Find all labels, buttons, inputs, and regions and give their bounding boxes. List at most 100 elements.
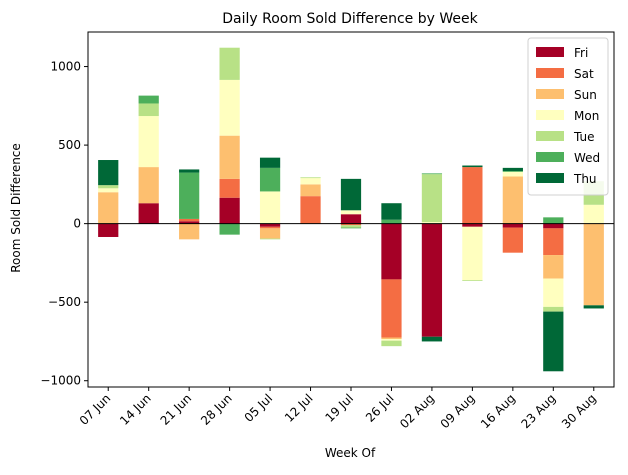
bar-mon-19-jul	[340, 210, 362, 215]
bar-mon-26-jul	[381, 339, 402, 341]
legend-label-fri: Fri	[574, 46, 588, 60]
bar-tue-19-jul	[340, 225, 362, 228]
bar-sat-16-aug	[502, 227, 523, 253]
bar-fri-14-jun	[138, 203, 159, 224]
bar-wed-05-jul	[259, 167, 281, 192]
x-axis-title: Week Of	[325, 446, 376, 460]
bar-thu-09-aug	[462, 165, 483, 168]
x-tick-label: 19 Jul	[322, 391, 356, 425]
y-tick-label: 1000	[50, 60, 81, 74]
legend-label-mon: Mon	[574, 109, 599, 123]
bar-sun-05-jul	[259, 228, 281, 239]
bar-fri-16-aug	[502, 223, 523, 228]
bar-sat-19-jul	[340, 223, 362, 226]
bar-mon-23-aug	[543, 278, 564, 307]
bar-wed-16-aug	[502, 171, 523, 172]
bar-sat-28-jun	[219, 178, 240, 198]
legend-label-wed: Wed	[574, 151, 600, 165]
x-tick-label: 16 Aug	[478, 391, 518, 431]
bar-wed-14-jun	[138, 95, 159, 104]
bar-sun-21-jun	[179, 223, 200, 240]
bar-sat-23-aug	[543, 228, 564, 256]
bar-wed-19-jul	[340, 227, 362, 229]
y-axis-title: Room Sold Difference	[9, 143, 23, 273]
y-tick-label: −500	[48, 295, 81, 309]
bar-fri-28-jun	[219, 197, 240, 224]
bar-thu-23-aug	[543, 311, 564, 372]
bar-wed-21-jun	[179, 172, 200, 219]
bars-layer	[98, 47, 604, 372]
chart-title: Daily Room Sold Difference by Week	[222, 11, 478, 27]
x-tick-label: 05 Jul	[242, 391, 276, 425]
bar-tue-23-aug	[543, 306, 564, 312]
bar-tue-07-jun	[98, 185, 119, 189]
bar-tue-05-jul	[259, 238, 281, 240]
legend-swatch-thu	[536, 173, 564, 183]
bar-mon-07-jun	[98, 188, 119, 193]
bar-fri-21-jun	[179, 221, 200, 224]
bar-thu-21-jun	[179, 169, 200, 173]
legend-swatch-wed	[536, 152, 564, 162]
bar-fri-09-aug	[462, 223, 483, 227]
bar-wed-26-jul	[381, 219, 402, 224]
bar-tue-14-jun	[138, 103, 159, 117]
bar-fri-07-jun	[98, 223, 119, 237]
bar-tue-28-jun	[219, 47, 240, 80]
bar-mon-28-jun	[219, 79, 240, 136]
bar-sun-28-jun	[219, 135, 240, 179]
bar-sun-26-jul	[381, 337, 402, 340]
bar-thu-07-jun	[98, 160, 119, 186]
bar-sun-16-aug	[502, 176, 523, 224]
x-tick-label: 30 Aug	[559, 391, 599, 431]
x-tick-label: 28 Jun	[198, 391, 235, 428]
legend: Fri Sat Sun Mon Tue Wed Thu	[527, 37, 609, 196]
legend-swatch-mon	[536, 110, 564, 120]
x-tick-label: 14 Jun	[117, 391, 154, 428]
y-tick-label: 0	[73, 217, 81, 231]
bar-fri-23-aug	[543, 223, 564, 229]
bar-sun-30-aug	[583, 223, 604, 306]
bar-tue-12-jul	[300, 177, 321, 179]
bar-sat-21-jun	[179, 218, 200, 222]
y-tick-label: 500	[58, 138, 81, 152]
x-tick-label: 07 Jun	[77, 391, 114, 428]
bar-fri-05-jul	[259, 223, 281, 227]
bar-tue-09-aug	[462, 280, 483, 281]
bar-mon-16-aug	[502, 171, 523, 177]
legend-swatch-sat	[536, 68, 564, 78]
bar-fri-02-aug	[421, 223, 443, 337]
bar-thu-30-aug	[583, 305, 604, 309]
legend-label-tue: Tue	[573, 130, 595, 144]
bar-sun-23-aug	[543, 255, 564, 279]
bar-sat-09-aug	[462, 167, 483, 224]
bar-mon-02-aug	[421, 222, 443, 224]
bar-mon-05-jul	[259, 191, 281, 224]
bar-sat-05-jul	[259, 226, 281, 229]
legend-label-sun: Sun	[574, 88, 597, 102]
legend-swatch-sun	[536, 89, 564, 99]
bar-sat-26-jul	[381, 279, 402, 338]
y-tick-label: −1000	[40, 374, 81, 388]
x-tick-label: 26 Jul	[363, 391, 397, 425]
bar-thu-19-jul	[340, 178, 362, 211]
legend-label-thu: Thu	[573, 172, 597, 186]
x-tick-label: 23 Aug	[518, 391, 558, 431]
bar-fri-26-jul	[381, 223, 402, 280]
bar-sun-12-jul	[300, 184, 321, 197]
bar-sun-07-jun	[98, 192, 119, 224]
x-tick-label: 12 Jul	[282, 391, 316, 425]
x-tick-label: 02 Aug	[397, 391, 437, 431]
bar-mon-09-aug	[462, 226, 483, 281]
legend-swatch-tue	[536, 131, 564, 141]
bar-fri-19-jul	[340, 214, 362, 224]
x-tick-label: 09 Aug	[438, 391, 478, 431]
bar-mon-14-jun	[138, 116, 159, 168]
bar-wed-23-aug	[543, 217, 564, 224]
bar-thu-05-jul	[259, 157, 281, 168]
x-tick-label: 21 Jun	[158, 391, 195, 428]
legend-label-sat: Sat	[574, 67, 594, 81]
bar-sun-14-jun	[138, 167, 159, 204]
bar-thu-26-jul	[381, 203, 402, 220]
